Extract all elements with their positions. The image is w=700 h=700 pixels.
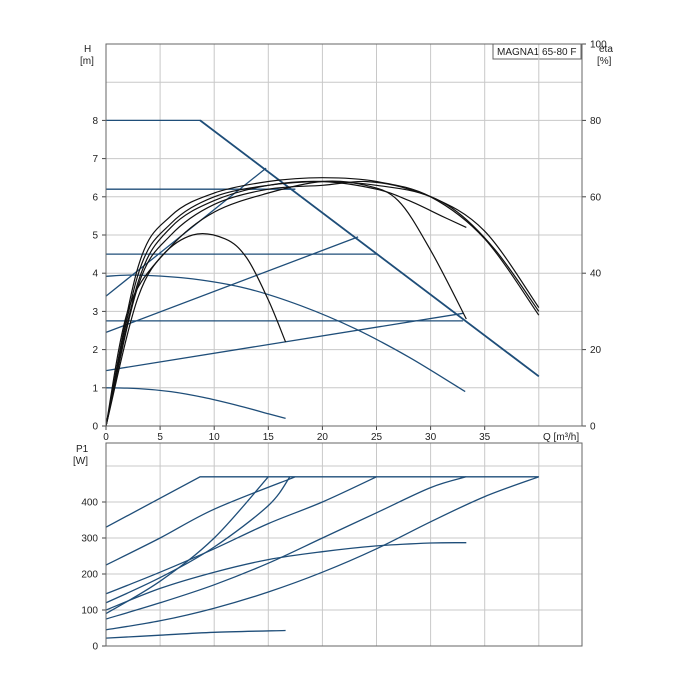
flow-tick-label: 0 (103, 432, 109, 443)
power-chart-frame (105, 442, 583, 647)
flow-axis-label: Q [m³/h] (543, 432, 579, 443)
power-axis-unit: [W] (73, 456, 88, 467)
legend-text: MAGNA1 65-80 F (497, 47, 576, 58)
power-curve-6 (105, 629, 286, 639)
eta-tick-label: 20 (590, 345, 602, 356)
power-tick-label: 300 (81, 534, 98, 545)
flow-tick-label: 10 (209, 432, 221, 443)
power-curve-1 (105, 476, 296, 566)
power-chart-curves (105, 476, 540, 639)
head-tick-label: 1 (92, 383, 98, 394)
head-tick-label: 7 (92, 154, 98, 165)
efficiency-curve-5 (105, 180, 540, 427)
eta-tick-label: 40 (590, 269, 602, 280)
power-curve-7 (105, 476, 269, 615)
power-curve-4 (105, 476, 540, 631)
flow-tick-label: 5 (157, 432, 163, 443)
control-line-1 (105, 236, 359, 334)
head-tick-label: 8 (92, 116, 98, 127)
control-line-2 (105, 312, 464, 372)
head-chart-frame (105, 43, 583, 427)
eta-tick-label: 80 (590, 116, 602, 127)
max-curve-limit (199, 119, 540, 378)
head-tick-label: 2 (92, 345, 98, 356)
power-tick-label: 100 (81, 606, 98, 617)
power-chart-ticks: 0 100 200 300 400 (81, 498, 106, 653)
power-axis-label: P1 (76, 444, 89, 455)
eta-axis-label: eta (599, 44, 613, 55)
efficiency-curve-3 (105, 177, 540, 427)
power-tick-label: 200 (81, 570, 98, 581)
flow-tick-label: 15 (263, 432, 275, 443)
head-axis-label: H (84, 44, 91, 55)
eta-tick-label: 0 (590, 422, 596, 433)
head-tick-label: 3 (92, 307, 98, 318)
power-curve-2 (105, 476, 377, 595)
power-chart-grid (106, 443, 582, 646)
power-curve-0 (105, 476, 539, 528)
power-curve-8 (105, 476, 291, 604)
efficiency-curve-4 (105, 180, 540, 427)
efficiency-curve-0 (105, 233, 287, 427)
head-chart-curves (105, 119, 540, 427)
flow-tick-label: 30 (425, 432, 437, 443)
head-tick-label: 0 (92, 422, 98, 433)
head-tick-label: 6 (92, 192, 98, 203)
eta-axis-unit: [%] (597, 56, 612, 67)
power-tick-label: 0 (92, 642, 98, 653)
head-chart-grid (106, 44, 582, 426)
head-axis-unit: [m] (80, 56, 94, 67)
head-tick-label: 5 (92, 231, 98, 242)
head-tick-label: 4 (92, 269, 98, 280)
power-curve-3 (105, 476, 467, 620)
head-curve-5 (105, 387, 286, 420)
eta-tick-label: 100 (590, 40, 607, 51)
head-curve-4 (105, 274, 466, 393)
flow-tick-label: 25 (371, 432, 383, 443)
flow-tick-label: 20 (317, 432, 329, 443)
eta-tick-label: 60 (590, 192, 602, 203)
flow-tick-label: 35 (479, 432, 491, 443)
efficiency-curve-1 (105, 180, 467, 427)
power-tick-label: 400 (81, 498, 98, 509)
power-curve-5 (105, 542, 467, 611)
